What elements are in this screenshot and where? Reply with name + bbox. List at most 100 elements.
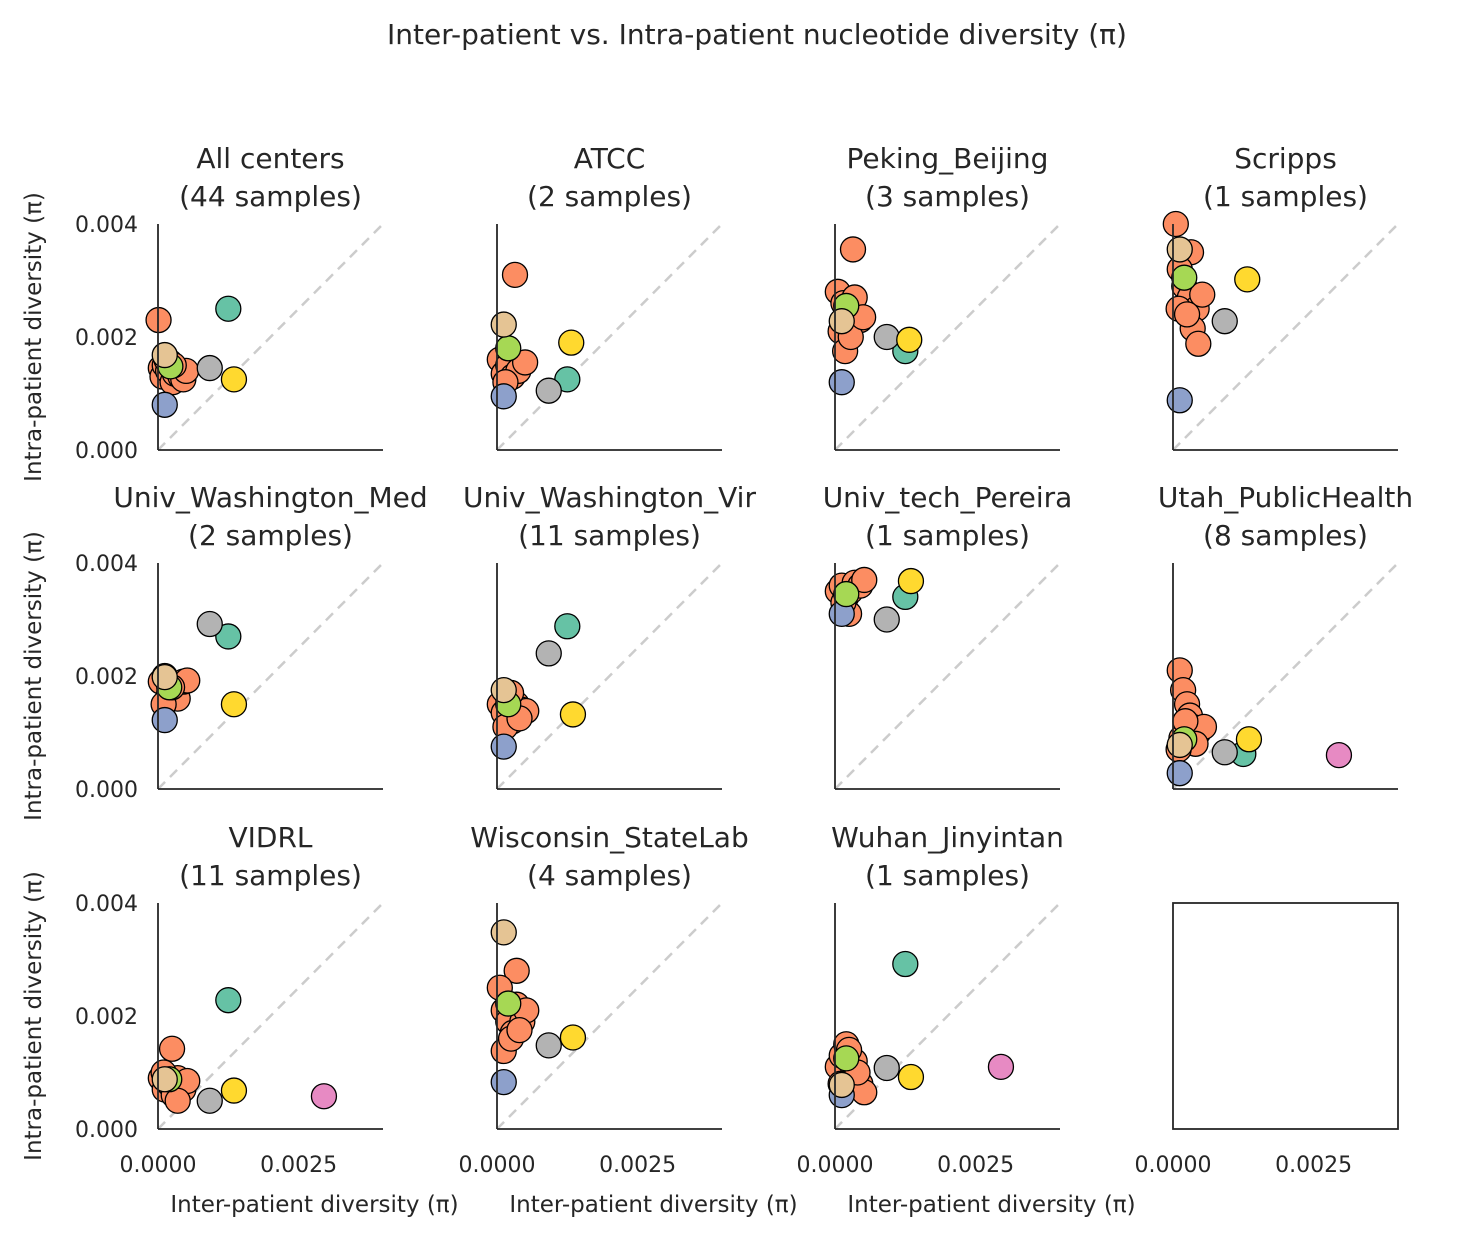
x-tick-label: 0.0025	[599, 1153, 676, 1178]
subplot-title: Univ_Washington_Med	[113, 481, 427, 514]
scatter-point	[215, 295, 242, 322]
subplot-title: (4 samples)	[527, 859, 692, 892]
scatter-point	[495, 335, 522, 362]
scatter-point	[158, 1035, 186, 1062]
scatter-point	[196, 354, 223, 382]
x-tick-label: 0.0000	[459, 1153, 536, 1178]
scatter-point	[220, 691, 248, 718]
identity-reference-line	[1172, 562, 1399, 790]
identity-reference-line	[496, 902, 723, 1130]
subplot-title: VIDRL	[228, 821, 312, 854]
scatter-point	[833, 1045, 860, 1072]
subplot-panel: 0.0000 0.0025	[1135, 902, 1399, 1178]
y-tick-label: 0.004	[75, 213, 138, 238]
scatter-point	[196, 1087, 223, 1114]
scatter-point	[220, 1077, 248, 1104]
scatter-point	[1166, 760, 1193, 787]
scatter-point	[501, 261, 529, 289]
figure-suptitle: Inter-patient vs. Intra-patient nucleoti…	[387, 18, 1127, 51]
scatter-point	[873, 1054, 900, 1082]
scatter-point	[1166, 236, 1193, 263]
scatter-point	[897, 1063, 925, 1091]
scatter-point	[1189, 281, 1216, 308]
scatter-point	[506, 1016, 533, 1044]
y-tick-label: 0.004	[75, 552, 138, 577]
scatter-point	[310, 1083, 338, 1110]
scatter-point	[897, 567, 925, 595]
subplot-title: (44 samples)	[179, 180, 362, 213]
subplot-title: Scripps	[1234, 142, 1337, 175]
y-axis-label: Intra-patient diversity (π)	[21, 531, 47, 821]
scatter-point	[1234, 266, 1261, 293]
subplot-panel: Univ_Washington_Med (2 samples) 0.000 0.002…	[21, 481, 428, 821]
scatter-point	[1211, 739, 1238, 766]
scatter-point	[851, 566, 878, 594]
y-tick-label: 0.002	[75, 665, 138, 690]
x-tick-label: 0.0000	[120, 1153, 197, 1178]
subplot-title: Univ_tech_Pereira	[823, 481, 1073, 514]
scatter-point	[873, 323, 900, 351]
subplot-title: Univ_Washington_Vir	[463, 481, 756, 514]
scatter-point	[828, 369, 855, 396]
scatter-point	[1211, 308, 1238, 335]
scatter-point	[511, 349, 539, 376]
identity-reference-line	[834, 562, 1061, 790]
subplot-title: (8 samples)	[1203, 519, 1368, 552]
scatter-point	[151, 1066, 178, 1093]
scatter-point	[215, 623, 242, 650]
y-tick-label: 0.000	[75, 778, 138, 803]
scatter-point	[1166, 387, 1193, 414]
scatter-point	[490, 1068, 517, 1096]
identity-reference-line	[157, 223, 384, 451]
subplot-panel: VIDRL (11 samples) 0.000 0.002 0.004 Intra-pa…	[21, 821, 459, 1218]
scatter-point	[839, 236, 867, 263]
subplot-panel: All centers (44 samples) 0.000 0.002 0.004 In…	[21, 142, 384, 482]
scatter-point	[559, 1024, 587, 1051]
x-axis-label: Inter-patient diversity (π)	[170, 1192, 458, 1218]
scatter-point	[215, 987, 242, 1014]
scatter-point	[828, 1071, 855, 1099]
scatter-point	[1185, 330, 1212, 357]
scatter-point	[495, 990, 522, 1017]
subplot-panel: Univ_tech_Pereira (1 samples)	[823, 481, 1073, 790]
scatter-point	[196, 610, 223, 638]
scatter-point	[535, 640, 562, 667]
scatter-point	[828, 308, 855, 335]
x-axis-label: Inter-patient diversity (π)	[509, 1192, 797, 1218]
scatter-point	[535, 1032, 562, 1059]
scatter-point	[490, 311, 517, 338]
y-tick-label: 0.000	[75, 439, 138, 464]
subplot-title: Wuhan_Jinyintan	[831, 821, 1064, 854]
subplot-title: (11 samples)	[518, 519, 701, 552]
identity-reference-line	[1172, 223, 1399, 451]
scatter-point	[896, 326, 923, 353]
scatter-point	[1235, 726, 1263, 753]
y-axis-label: Intra-patient diversity (π)	[21, 192, 47, 482]
scatter-point	[151, 706, 178, 734]
subplot-title: (1 samples)	[865, 859, 1030, 892]
x-tick-label: 0.0000	[797, 1153, 874, 1178]
y-tick-label: 0.002	[75, 1005, 138, 1030]
subplot-title: (11 samples)	[179, 859, 362, 892]
scatter-point	[490, 676, 517, 704]
scatter-point	[535, 377, 562, 404]
x-tick-label: 0.0025	[260, 1153, 337, 1178]
subplot-panel: Peking_Beijing (3 samples)	[824, 142, 1061, 451]
scatter-point	[490, 383, 517, 410]
y-tick-label: 0.000	[75, 1118, 138, 1143]
scatter-point	[987, 1053, 1015, 1080]
subplot-panel: Univ_Washington_Vir (11 samples)	[463, 481, 756, 790]
scatter-point	[151, 663, 178, 691]
subplot-title: (3 samples)	[865, 180, 1030, 213]
subplot-grid: All centers (44 samples) 0.000 0.002 0.004 In…	[21, 142, 1413, 1218]
subplot-panel: ATCC (2 samples)	[486, 142, 723, 451]
scatter-point	[503, 957, 530, 984]
subplot-title: (1 samples)	[1203, 180, 1368, 213]
scatter-point	[490, 733, 517, 760]
y-tick-label: 0.004	[75, 892, 138, 917]
subplot-title: Utah_PublicHealth	[1158, 481, 1413, 514]
subplot-panel: Utah_PublicHealth (8 samples)	[1158, 481, 1413, 790]
scatter-point	[1173, 301, 1201, 328]
scatter-point	[220, 366, 248, 393]
